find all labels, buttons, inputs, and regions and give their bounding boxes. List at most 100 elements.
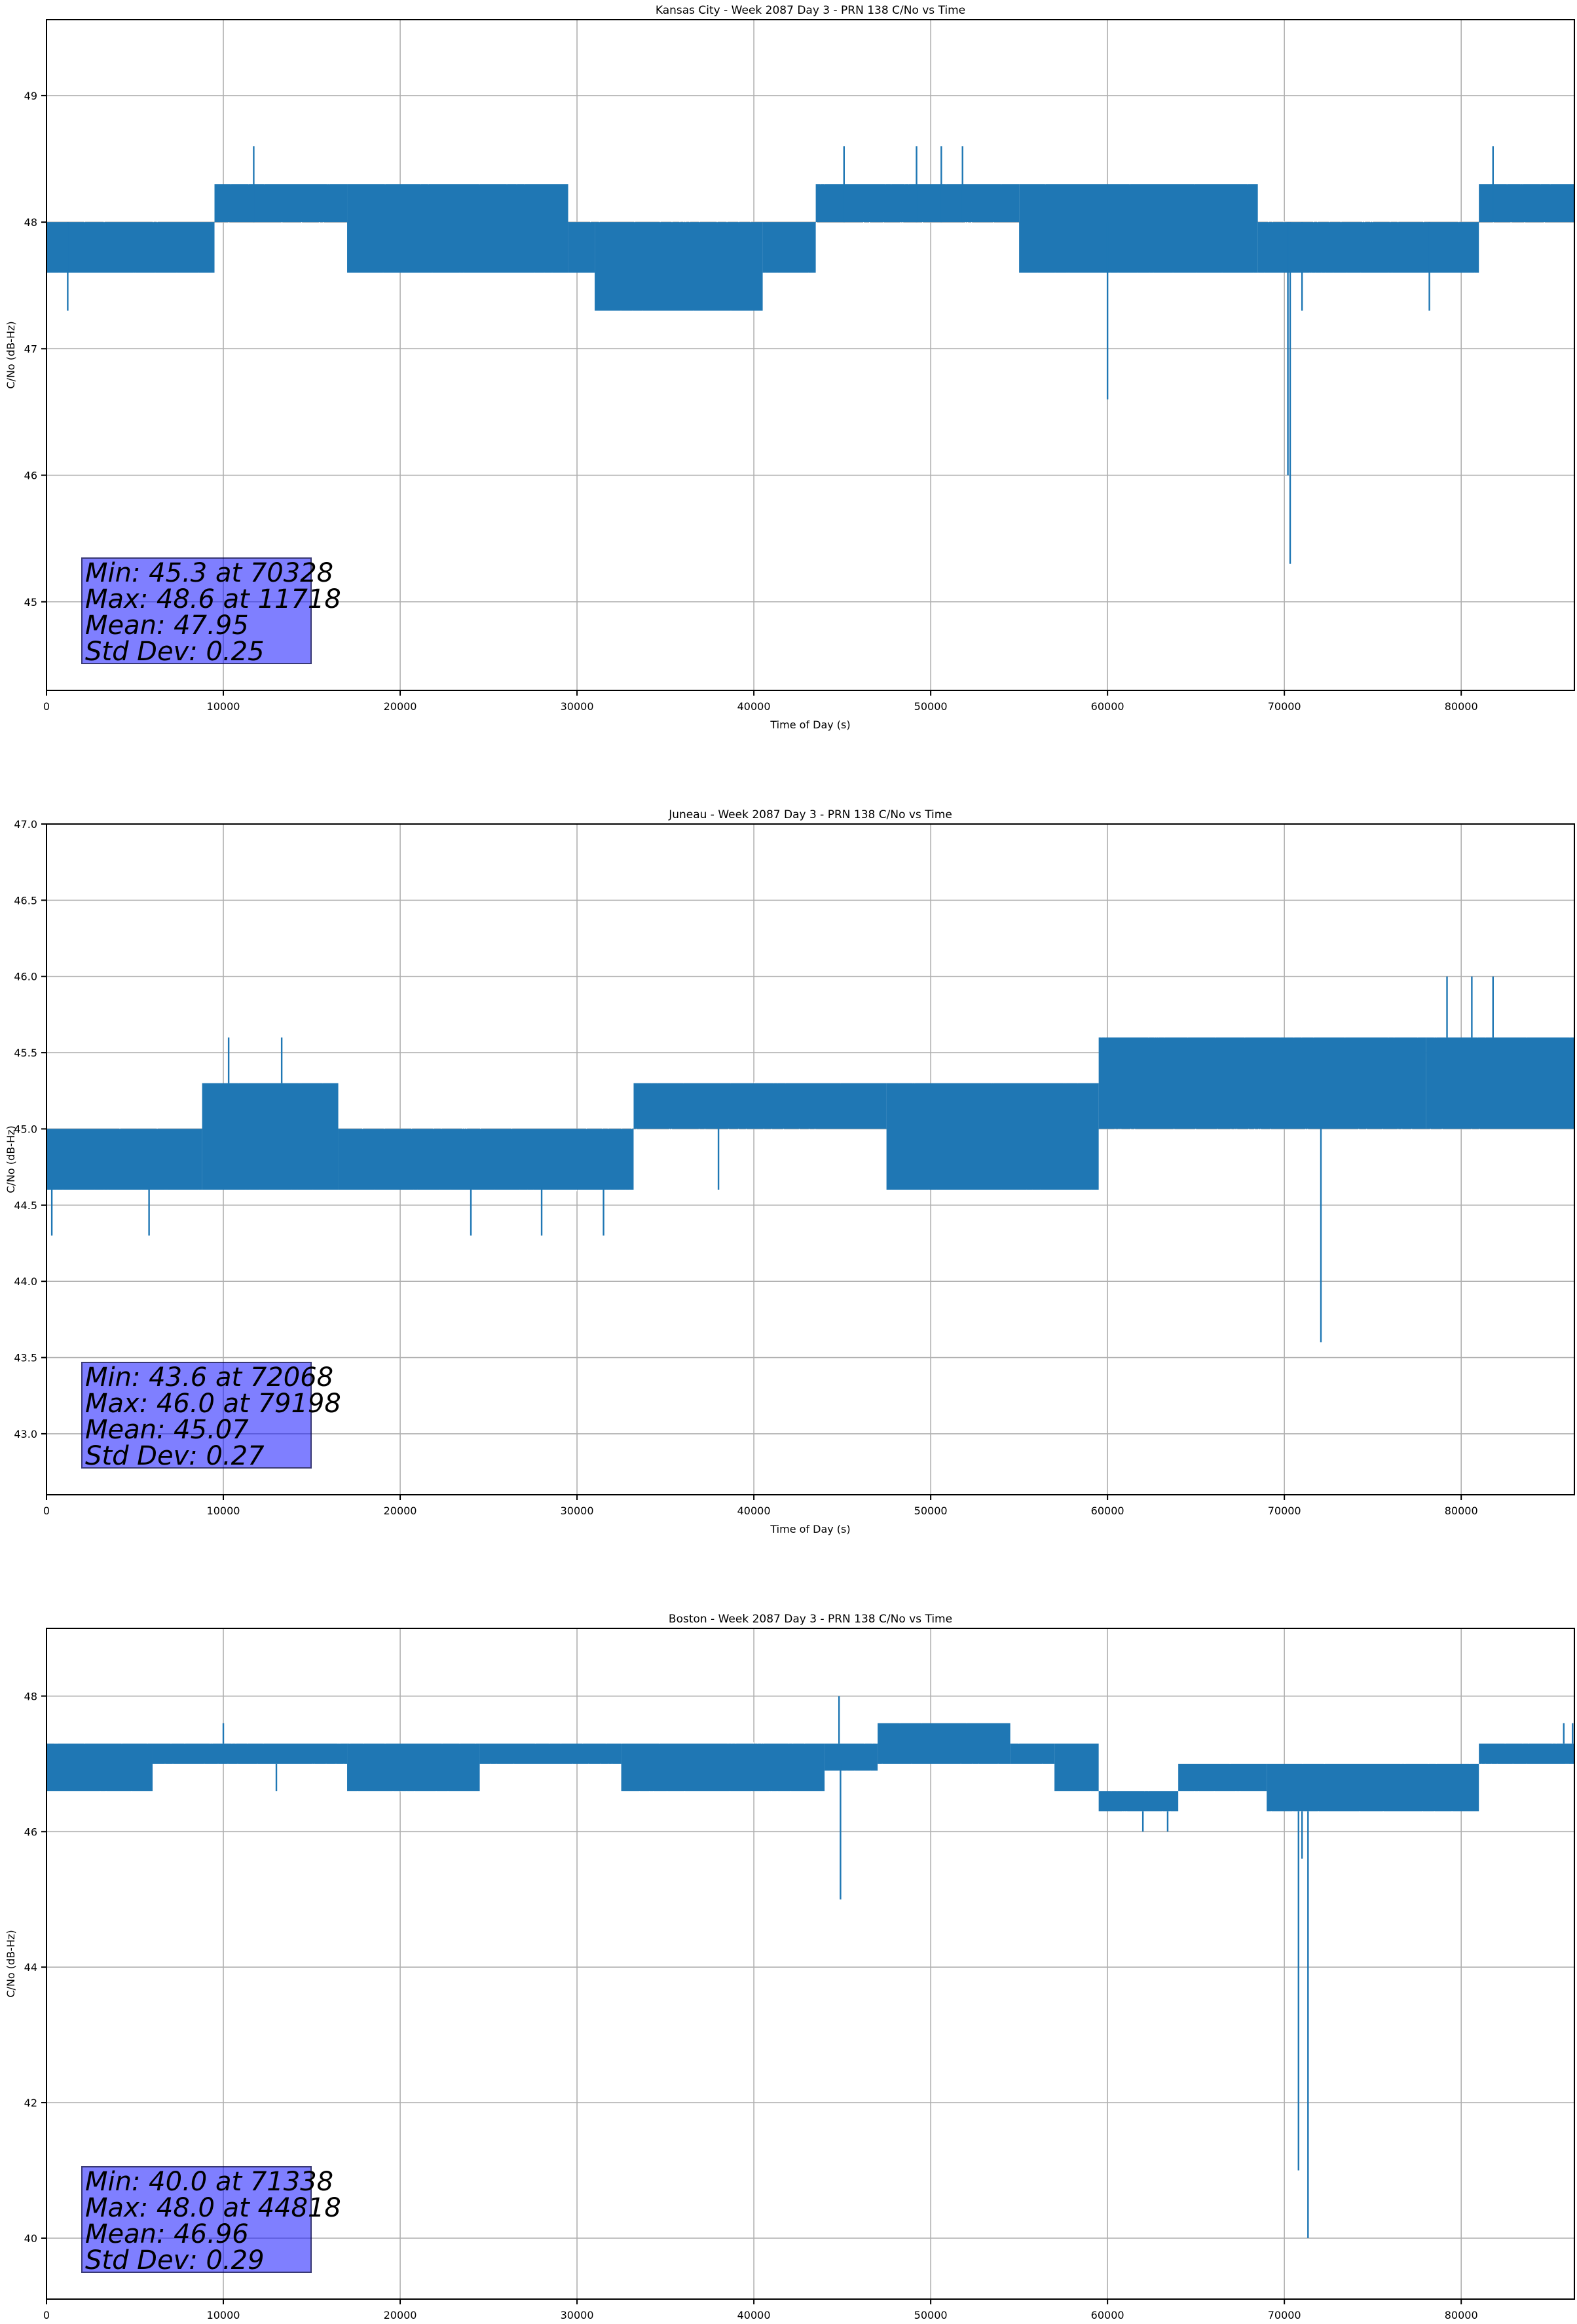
x-tick-label: 20000 <box>384 1505 417 1517</box>
y-tick-label: 43.5 <box>14 1352 37 1364</box>
x-tick-label: 60000 <box>1091 2309 1124 2321</box>
stats-min: Min: 45.3 at 70328 <box>85 558 334 588</box>
y-tick-label: 46.0 <box>14 971 37 983</box>
series-band <box>214 184 348 223</box>
x-tick-label: 40000 <box>737 2309 771 2321</box>
series-band <box>633 1083 887 1129</box>
series-band <box>46 222 215 273</box>
y-tick-label: 44.5 <box>14 1199 37 1212</box>
y-tick-label: 43.0 <box>14 1428 37 1440</box>
y-axis-label: C/No (dB-Hz) <box>5 321 17 388</box>
x-tick-label: 60000 <box>1091 1505 1124 1517</box>
stats-mean: Mean: 45.07 <box>85 1415 249 1445</box>
series-band <box>338 1129 634 1190</box>
y-axis-label: C/No (dB-Hz) <box>5 1125 17 1193</box>
y-tick-label: 45 <box>24 596 37 609</box>
plot-frame <box>46 823 1575 1495</box>
stats-mean: Mean: 46.96 <box>85 2219 249 2249</box>
series-band <box>347 1743 480 1791</box>
series-band <box>1019 184 1258 273</box>
stats-mean: Mean: 47.95 <box>85 610 249 641</box>
x-tick-label: 50000 <box>914 2309 948 2321</box>
series-band <box>595 222 763 311</box>
x-axis-label: Time of Day (s) <box>770 719 850 731</box>
series-band <box>621 1743 825 1791</box>
series-band <box>1426 1037 1574 1129</box>
chart-boston: 0 10000 20000 30000 40000 50000 60000 70000 8000… <box>5 1613 1575 2321</box>
stats-min: Min: 43.6 at 72068 <box>85 1362 334 1393</box>
series-band <box>825 1743 878 1771</box>
series-band <box>1178 1763 1267 1791</box>
x-tick-label: 60000 <box>1091 700 1124 713</box>
stats-box-boston: Min: 40.0 at 71338 Max: 48.0 at 44818 Me… <box>81 2166 341 2276</box>
x-tick-label: 40000 <box>737 1505 771 1517</box>
series-band <box>1010 1743 1055 1764</box>
y-tick-label: 45.0 <box>14 1123 37 1135</box>
x-tick-label: 30000 <box>561 2309 594 2321</box>
x-tick-label: 80000 <box>1445 2309 1478 2321</box>
x-tick-label: 0 <box>43 700 50 713</box>
stats-std-dev: Std Dev: 0.27 <box>85 1441 265 1471</box>
x-tick-label: 10000 <box>207 1505 240 1517</box>
stats-box-juneau: Min: 43.6 at 72068 Max: 46.0 at 79198 Me… <box>81 1362 341 1471</box>
x-tick-label: 40000 <box>737 700 771 713</box>
stats-min: Min: 40.0 at 71338 <box>85 2167 334 2197</box>
chart-title: Juneau - Week 2087 Day 3 - PRN 138 C/No … <box>668 808 952 821</box>
y-tick-label: 44 <box>24 1961 37 1974</box>
series-band <box>1098 1037 1426 1129</box>
series-band <box>568 222 595 273</box>
stats-max: Max: 48.0 at 44818 <box>85 2193 341 2223</box>
stats-std-dev: Std Dev: 0.25 <box>85 637 265 667</box>
plot-frame <box>46 19 1575 691</box>
series-band <box>202 1083 339 1190</box>
x-tick-label: 80000 <box>1445 1505 1478 1517</box>
series-band <box>46 1129 202 1190</box>
x-tick-label: 20000 <box>384 2309 417 2321</box>
x-axis-label: Time of Day (s) <box>770 1523 850 1535</box>
series-band <box>878 1723 1011 1764</box>
chart-kansas-city: 0 10000 20000 30000 40000 50000 60000 70000 8000… <box>5 4 1575 731</box>
series-band <box>153 1743 348 1764</box>
series-band <box>1267 1763 1479 1812</box>
x-tick-label: 20000 <box>384 700 417 713</box>
x-tick-label: 30000 <box>561 1505 594 1517</box>
y-tick-label: 40 <box>24 2232 37 2245</box>
y-tick-label: 46.5 <box>14 894 37 907</box>
x-tick-label: 0 <box>43 1505 50 1517</box>
x-tick-label: 0 <box>43 2309 50 2321</box>
y-tick-label: 46 <box>24 1826 37 1838</box>
chart-title: Boston - Week 2087 Day 3 - PRN 138 C/No … <box>669 1613 952 1626</box>
series-band <box>1257 222 1479 273</box>
y-tick-label: 48 <box>24 1690 37 1702</box>
series-band <box>886 1083 1099 1190</box>
y-tick-label: 48 <box>24 216 37 229</box>
stats-max: Max: 46.0 at 79198 <box>85 1389 341 1419</box>
x-tick-label: 50000 <box>914 700 948 713</box>
series-band <box>1098 1791 1179 1812</box>
x-tick-label: 10000 <box>207 700 240 713</box>
chart-title: Kansas City - Week 2087 Day 3 - PRN 138 … <box>656 4 965 17</box>
series-band <box>1054 1743 1099 1791</box>
chart-juneau: 0 10000 20000 30000 40000 50000 60000 70000 8000… <box>5 808 1575 1535</box>
series-band <box>46 1743 153 1791</box>
y-tick-label: 44.0 <box>14 1275 37 1288</box>
series-band <box>1479 184 1574 223</box>
y-axis-label: C/No (dB-Hz) <box>5 1930 17 1997</box>
x-tick-label: 70000 <box>1268 2309 1301 2321</box>
series-band <box>1479 1743 1574 1764</box>
stats-std-dev: Std Dev: 0.29 <box>85 2245 265 2276</box>
series-band <box>479 1743 622 1764</box>
x-tick-label: 80000 <box>1445 700 1478 713</box>
y-tick-label: 47.0 <box>14 818 37 831</box>
y-tick-label: 46 <box>24 470 37 482</box>
series-band <box>815 184 1020 223</box>
stats-box-kansas-city: Min: 45.3 at 70328 Max: 48.6 at 11718 Me… <box>81 557 341 667</box>
y-tick-label: 42 <box>24 2097 37 2109</box>
y-tick-label: 47 <box>24 343 37 355</box>
x-tick-label: 70000 <box>1268 700 1301 713</box>
y-tick-label: 45.5 <box>14 1047 37 1059</box>
plot-frame <box>46 1628 1575 2300</box>
x-tick-label: 30000 <box>561 700 594 713</box>
stats-max: Max: 48.6 at 11718 <box>85 584 341 614</box>
